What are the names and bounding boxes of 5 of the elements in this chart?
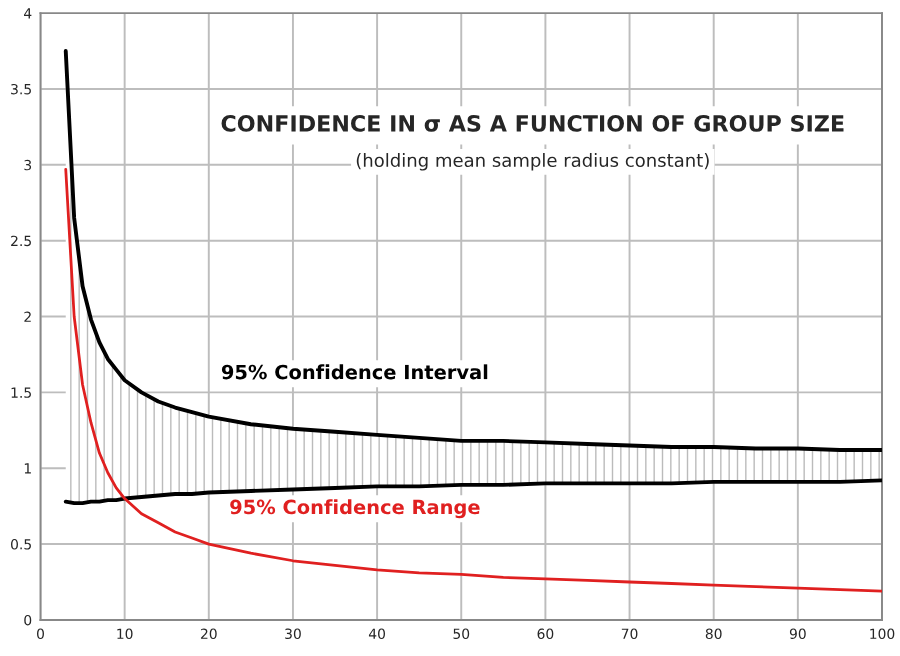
line-series — [64, 167, 882, 593]
text: (holding mean sample radius constant) — [356, 153, 709, 171]
text: CONFIDENCE IN σ AS A FUNCTION OF GROUP SIZE — [221, 115, 844, 132]
text: 95% Confidence Interval — [221, 364, 488, 380]
series-label: 95% Confidence Range — [230, 499, 480, 519]
